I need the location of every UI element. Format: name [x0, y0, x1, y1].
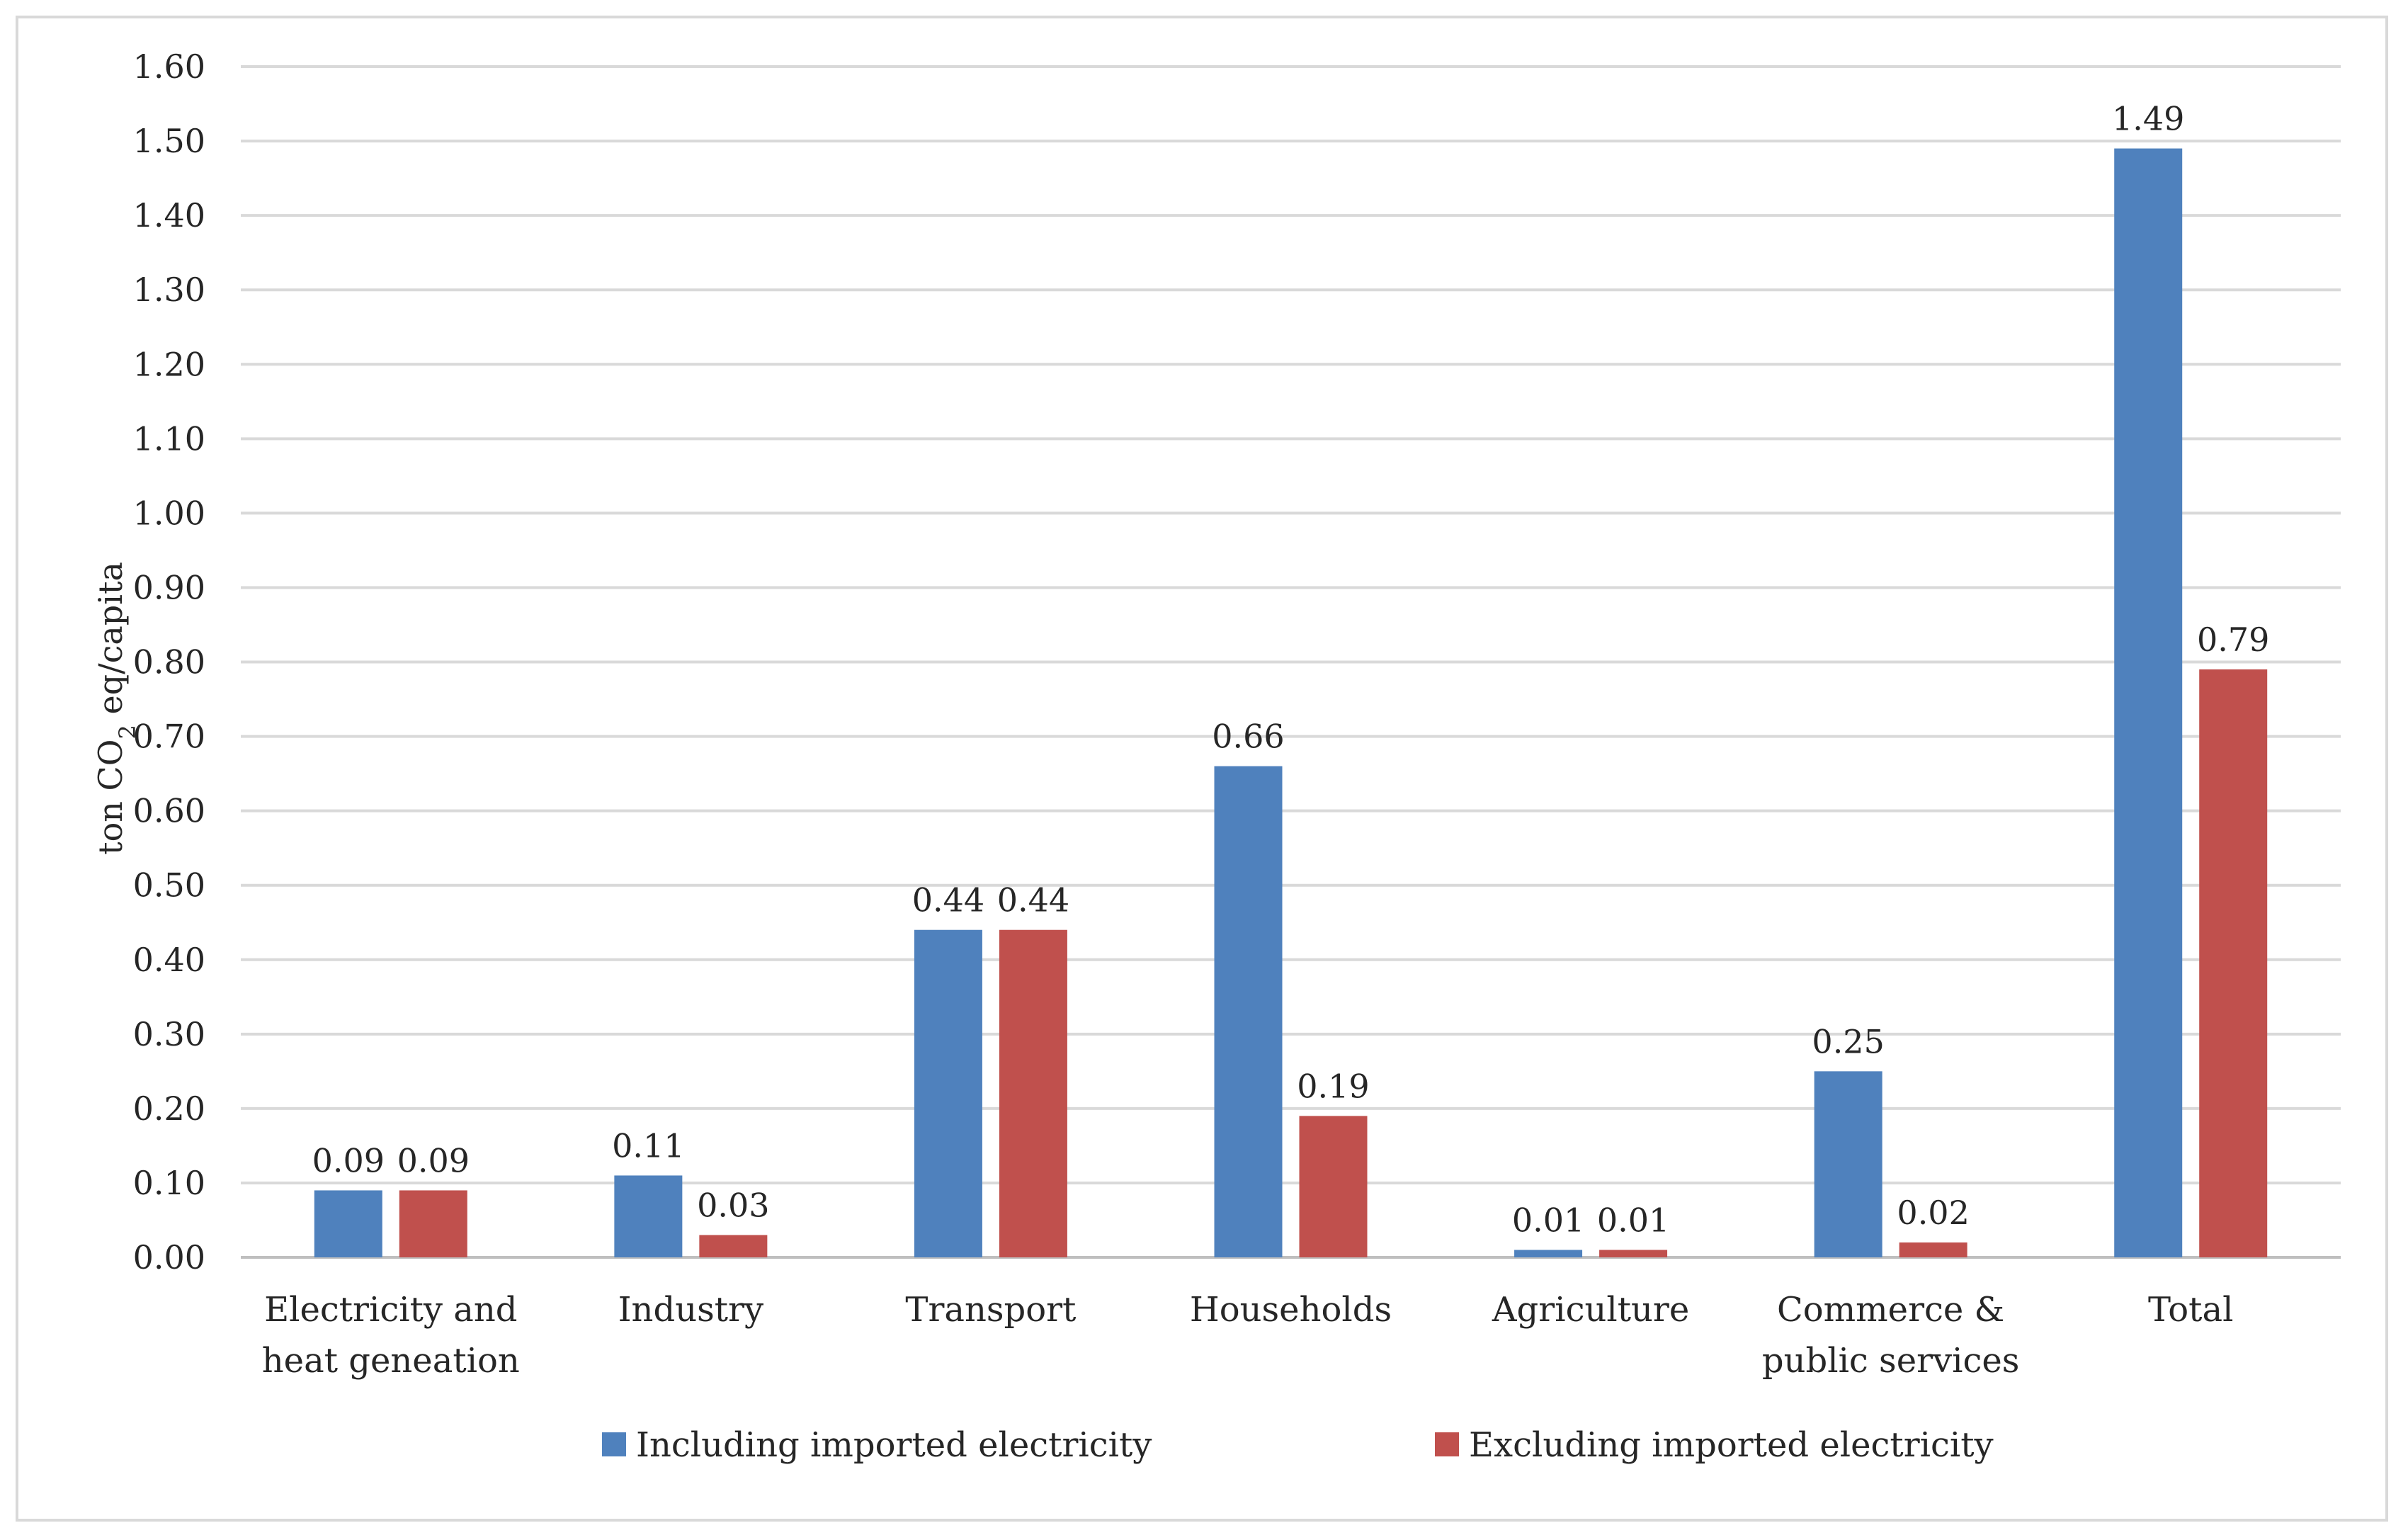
- legend-label-including: Including imported electricity: [636, 1425, 1152, 1465]
- y-tick-label: 0.60: [133, 792, 205, 830]
- data-label: 0.25: [1812, 1022, 1884, 1060]
- y-tick-label: 1.10: [133, 419, 205, 458]
- data-label: 0.66: [1212, 718, 1284, 756]
- y-tick-label: 1.40: [133, 196, 205, 234]
- legend: Including imported electricity Excluding…: [602, 1425, 1994, 1465]
- bar-excluding: [1299, 1116, 1368, 1257]
- y-tick-label: 1.60: [133, 47, 205, 86]
- data-label: 0.09: [312, 1141, 385, 1179]
- bar-including: [314, 1190, 382, 1257]
- data-label: 0.09: [397, 1141, 470, 1179]
- x-category-label: Agriculture: [1492, 1290, 1689, 1330]
- bar-including: [614, 1175, 683, 1257]
- data-label: 0.44: [997, 881, 1069, 919]
- bar-including: [2114, 148, 2183, 1258]
- y-tick-label: 0.80: [133, 643, 205, 681]
- bar-including: [914, 929, 982, 1257]
- y-tick-label: 0.50: [133, 866, 205, 905]
- y-tick-label: 1.00: [133, 494, 205, 532]
- data-label: 0.19: [1297, 1067, 1369, 1105]
- x-category-label: Households: [1190, 1290, 1392, 1330]
- y-axis-title-subscript: 2: [114, 725, 141, 739]
- bar-including: [1514, 1250, 1583, 1257]
- y-tick-label: 1.20: [133, 345, 205, 383]
- x-axis-categories: Electricity and heat geneation Industry Tra…: [262, 1290, 2234, 1381]
- y-tick-label: 0.00: [133, 1238, 205, 1276]
- y-tick-label: 0.40: [133, 941, 205, 979]
- x-category-label: Industry: [618, 1290, 764, 1330]
- chart-frame: [16, 16, 2388, 1522]
- legend-label-excluding: Excluding imported electricity: [1469, 1425, 1994, 1465]
- bar-including: [1814, 1071, 1882, 1257]
- y-tick-label: 0.90: [133, 568, 205, 606]
- bar-excluding: [399, 1190, 467, 1257]
- x-category-label: Electricity and heat geneation: [262, 1290, 520, 1381]
- data-label: 0.11: [612, 1126, 684, 1165]
- gridlines: [241, 65, 2341, 1259]
- data-label: 0.79: [2197, 621, 2269, 659]
- y-axis-title-prefix: ton CO: [91, 740, 130, 855]
- y-tick-label: 0.20: [133, 1089, 205, 1128]
- bar-including: [1214, 766, 1283, 1257]
- y-tick-label: 1.50: [133, 122, 205, 160]
- x-category-label: Commerce & public services: [1762, 1290, 2020, 1381]
- data-label: 1.49: [2112, 100, 2184, 138]
- legend-swatch-excluding: [1435, 1432, 1459, 1456]
- bar-excluding: [1899, 1242, 1967, 1257]
- y-tick-label: 0.70: [133, 718, 205, 756]
- y-axis-ticks: 0.00 0.10 0.20 0.30 0.40 0.50 0.60 0.70 0.80 0.90…: [133, 47, 205, 1276]
- bar-excluding: [1599, 1250, 1668, 1257]
- y-tick-label: 0.10: [133, 1164, 205, 1202]
- data-label: 0.44: [912, 881, 984, 919]
- y-tick-label: 1.30: [133, 271, 205, 309]
- data-label: 0.01: [1512, 1201, 1584, 1239]
- bar-excluding: [2199, 669, 2268, 1257]
- x-category-label: Transport: [905, 1290, 1076, 1330]
- y-tick-label: 0.30: [133, 1015, 205, 1053]
- y-axis-title: ton CO2 eq/capita: [91, 562, 141, 855]
- x-category-label: Total: [2148, 1290, 2233, 1330]
- data-label: 0.02: [1897, 1194, 1969, 1232]
- legend-swatch-including: [602, 1432, 626, 1456]
- data-label: 0.03: [697, 1186, 769, 1224]
- y-axis-title-suffix: eq/capita: [91, 562, 130, 725]
- bars: [314, 148, 2268, 1258]
- bar-excluding: [699, 1235, 768, 1257]
- data-label: 0.01: [1597, 1201, 1669, 1239]
- bar-excluding: [999, 929, 1067, 1257]
- data-labels: 0.09 0.09 0.11 0.03 0.44 0.44 0.66 0.19 0.01 0.01…: [312, 100, 2270, 1240]
